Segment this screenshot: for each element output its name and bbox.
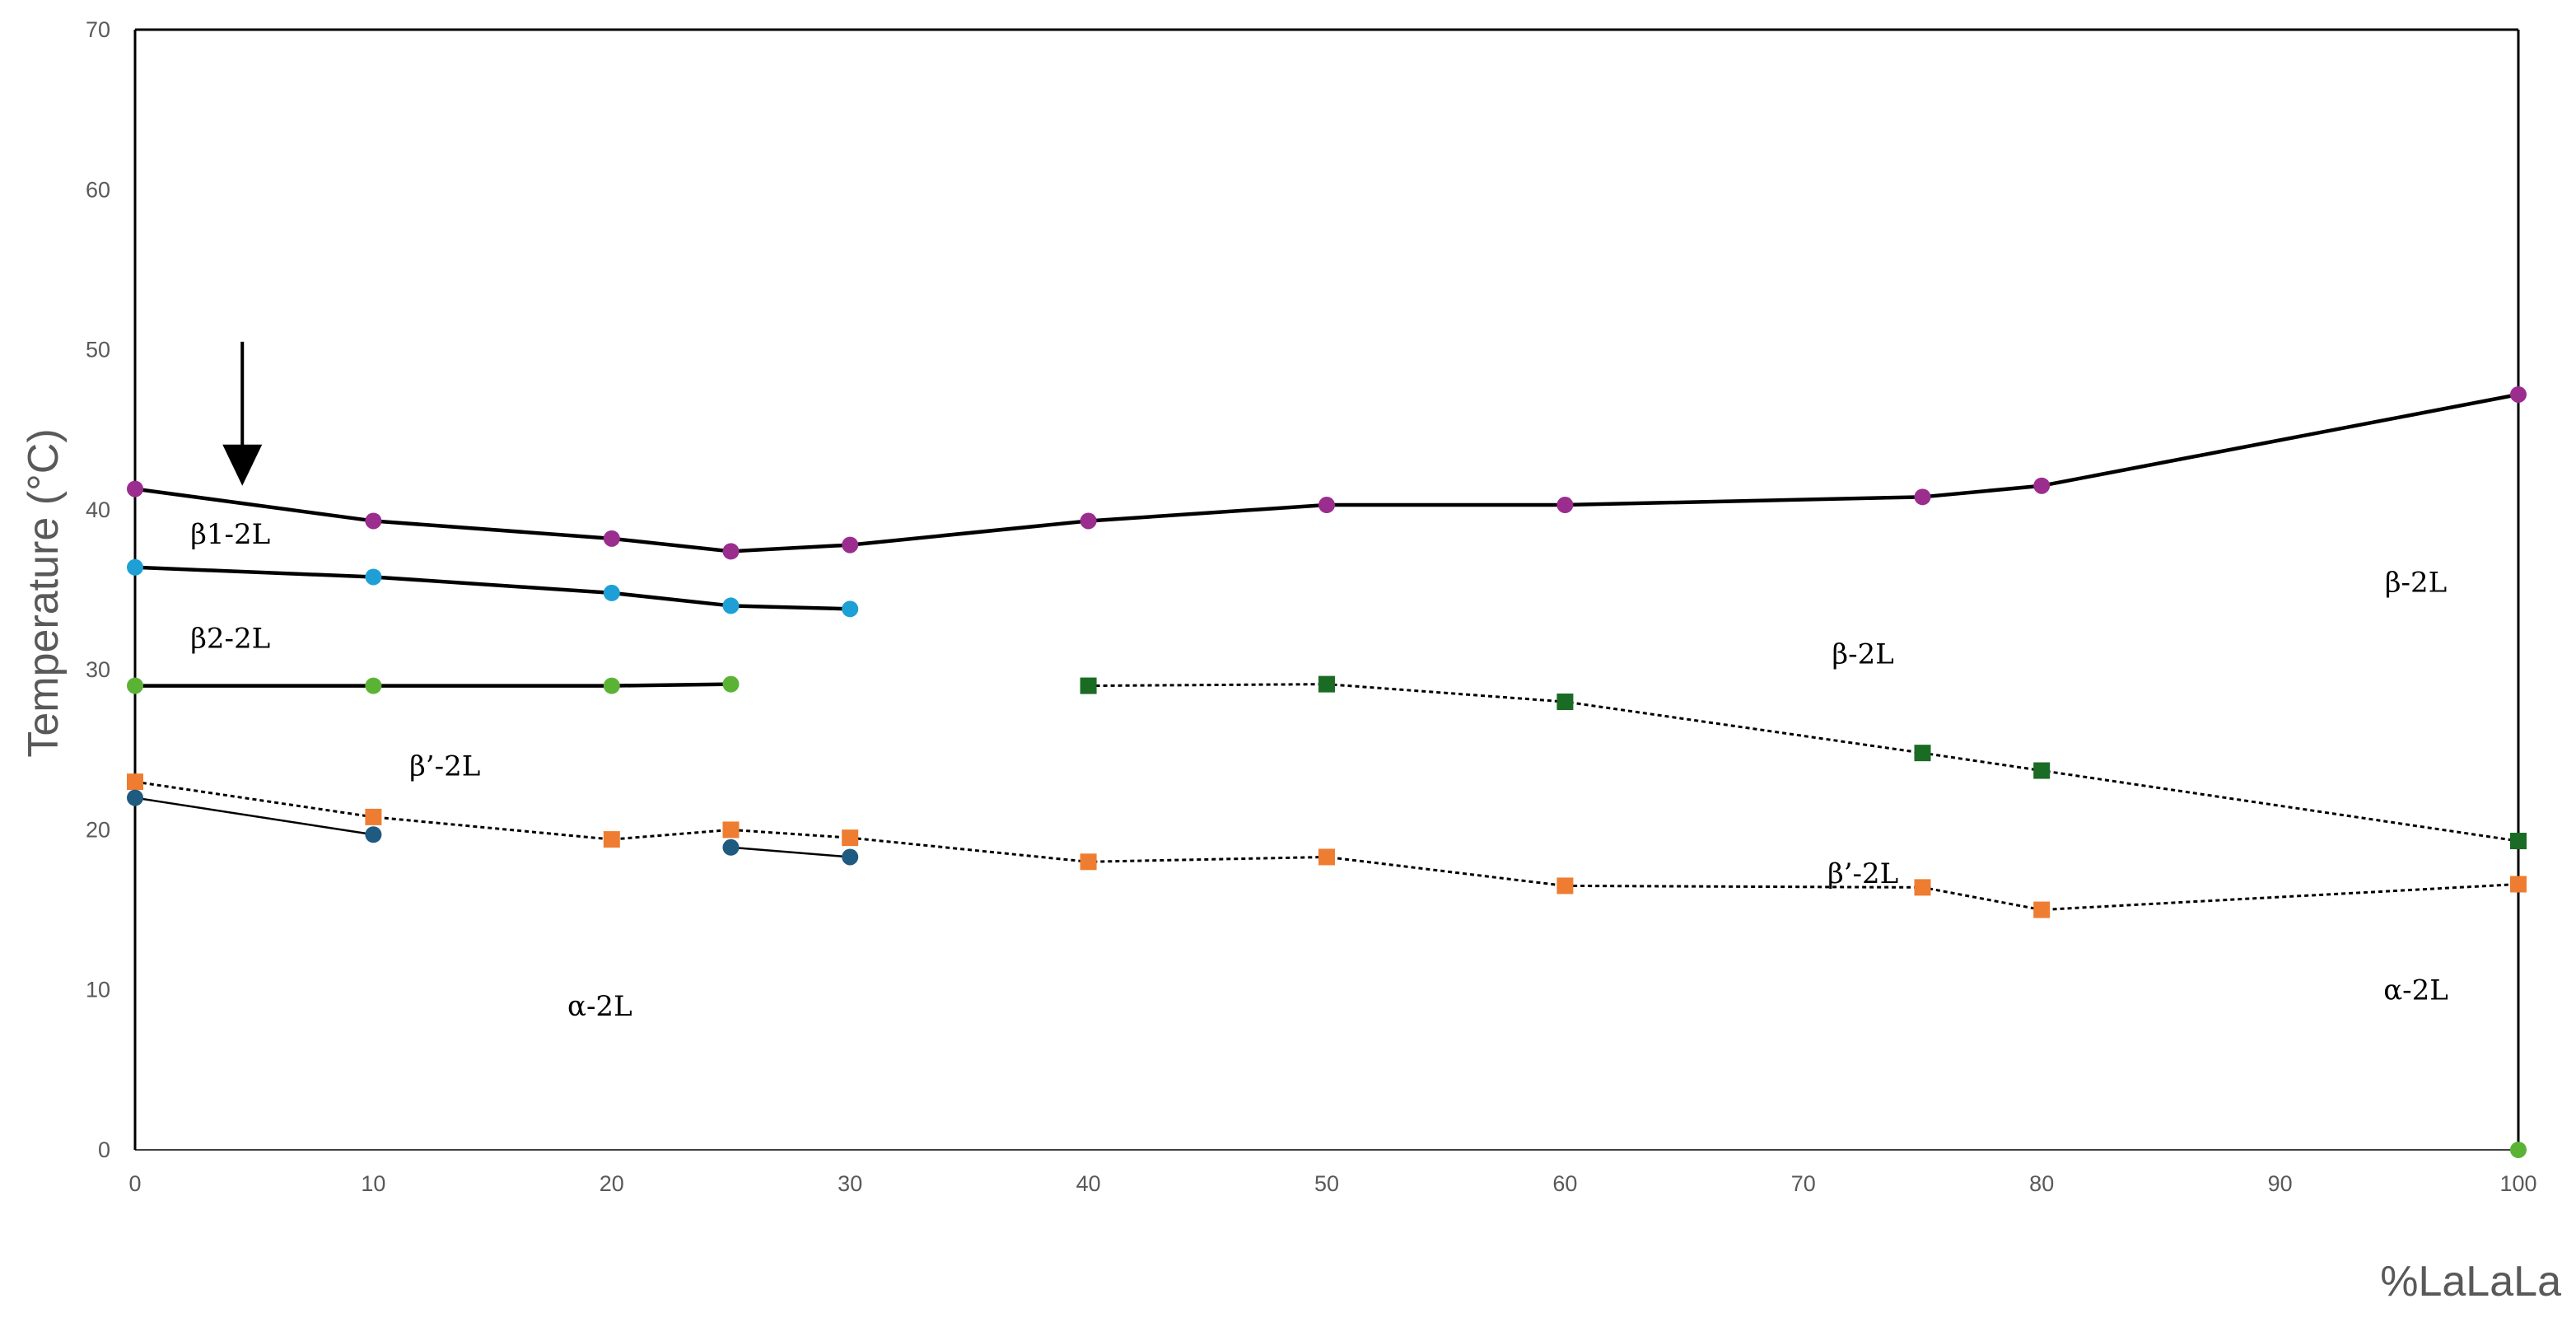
data-point-circle [1080, 512, 1097, 530]
region-labels: β1-2L β2-2L β’-2L α-2L β-2L β’-2L β-2L α-2L [190, 518, 2448, 1023]
data-point-circle [842, 848, 859, 866]
y-tick-label: 40 [86, 498, 110, 522]
x-tick-label: 0 [128, 1171, 141, 1196]
data-point-circle [842, 600, 859, 618]
data-point-square [1318, 675, 1335, 693]
data-point-square [1556, 694, 1574, 710]
data-point-square [1318, 848, 1335, 866]
data-point-square [365, 808, 382, 825]
data-point-circle [2510, 1142, 2527, 1158]
x-tick-label: 30 [838, 1171, 862, 1196]
arrow-head [222, 444, 263, 486]
series-lines [134, 392, 2519, 912]
series-line-6 [134, 796, 374, 836]
data-point-square [842, 829, 859, 847]
y-tick-label: 50 [86, 338, 110, 362]
data-point-circle [603, 677, 620, 694]
data-point-square [1556, 877, 1574, 895]
data-point-square [603, 831, 620, 848]
data-point-circle [365, 826, 382, 843]
y-tick-label: 30 [86, 657, 110, 682]
data-point-circle [722, 597, 740, 614]
data-point-square [1080, 677, 1097, 694]
y-axis-title: Temperature (°C) [20, 428, 68, 757]
data-point-circle [127, 558, 143, 576]
x-tick-label: 20 [600, 1171, 624, 1196]
y-tick-label: 20 [86, 817, 110, 842]
phase-region-label: β-2L [2385, 566, 2447, 599]
series-line-5 [134, 780, 2519, 912]
data-point-circle [842, 536, 859, 554]
data-point-square [1914, 879, 1931, 896]
data-point-circle [127, 480, 143, 498]
data-point-square [2033, 762, 2051, 779]
data-point-square [1080, 853, 1097, 871]
y-tick-label: 60 [86, 177, 110, 202]
data-point-circle [127, 677, 143, 694]
phase-region-label: β1-2L [190, 518, 270, 551]
data-point-circle [722, 675, 740, 693]
data-point-square [2510, 833, 2527, 850]
phase-region-label: β’-2L [409, 750, 480, 783]
data-point-circle [365, 677, 382, 694]
data-point-circle [2033, 477, 2051, 494]
x-tick-label: 10 [361, 1171, 385, 1196]
phase-region-label: β’-2L [1827, 857, 1898, 890]
x-tick-label: 100 [2499, 1171, 2536, 1196]
annotation-arrow [222, 341, 263, 486]
data-point-circle [2510, 385, 2527, 403]
series-line-3 [135, 682, 731, 688]
x-tick-label: 90 [2268, 1171, 2293, 1196]
data-point-circle [365, 568, 382, 586]
data-point-square [127, 773, 143, 791]
x-tick-label: 80 [2029, 1171, 2054, 1196]
phase-region-label: β2-2L [190, 622, 270, 655]
y-tick-label: 0 [98, 1137, 110, 1162]
series-markers [127, 385, 2527, 1158]
data-point-circle [1914, 488, 1931, 506]
phase-region-label: α-2L [567, 990, 632, 1023]
series-line-2 [134, 565, 851, 611]
series-line-4 [1088, 683, 2519, 843]
data-point-square [1914, 745, 1931, 762]
x-tick-label: 40 [1076, 1171, 1101, 1196]
series-line-1 [134, 392, 2519, 554]
data-point-square [722, 821, 740, 839]
x-tick-label: 70 [1791, 1171, 1816, 1196]
data-point-circle [722, 543, 740, 560]
data-point-circle [722, 839, 740, 856]
y-tick-label: 10 [86, 978, 110, 1002]
data-point-circle [603, 584, 620, 601]
x-axis-title: %LaLaLa [2380, 1258, 2561, 1306]
x-tick-label: 60 [1552, 1171, 1577, 1196]
data-point-square [2033, 901, 2051, 918]
series-line-7 [730, 846, 851, 858]
data-point-circle [365, 512, 382, 530]
y-tick-label: 70 [86, 17, 110, 42]
data-point-circle [1556, 497, 1574, 514]
data-point-square [2510, 876, 2527, 893]
data-point-circle [1318, 497, 1335, 514]
phase-region-label: α-2L [2383, 974, 2448, 1007]
phase-region-label: β-2L [1832, 638, 1893, 671]
data-point-circle [603, 530, 620, 547]
data-point-circle [127, 789, 143, 806]
x-tick-label: 50 [1314, 1171, 1339, 1196]
axes: 0 10 20 30 40 50 60 70 0 10 20 30 40 50 60 70 80 90 100 [86, 17, 2537, 1196]
